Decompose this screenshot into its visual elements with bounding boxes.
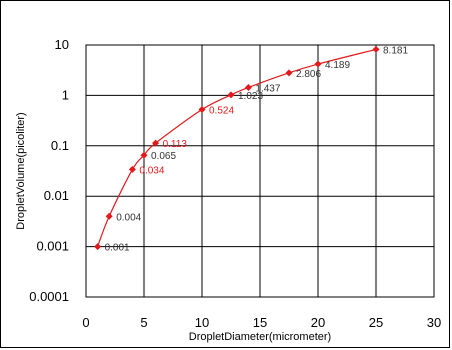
x-tick-label: 0 — [82, 315, 89, 330]
data-label: 0.524 — [209, 106, 234, 117]
data-label: 1.437 — [255, 83, 280, 94]
x-tick-label: 20 — [311, 315, 325, 330]
data-point — [105, 212, 113, 220]
y-tick-label: 1 — [62, 87, 69, 102]
data-point — [244, 83, 252, 91]
data-point — [372, 45, 380, 53]
y-tick-label: 10 — [55, 37, 69, 52]
x-tick-label: 30 — [427, 315, 441, 330]
y-tick-label: 0.01 — [44, 188, 69, 203]
data-point — [128, 165, 136, 173]
data-label: 1.023 — [238, 91, 263, 102]
x-tick-label: 25 — [369, 315, 383, 330]
data-label: 4.189 — [325, 60, 350, 71]
data-label: 8.181 — [383, 45, 408, 56]
data-point — [227, 91, 235, 99]
data-label: 2.806 — [296, 69, 321, 80]
y-tick-labels: 0.0001 0.001 0.01 0.1 1 10 — [29, 37, 69, 304]
y-tick-label: 0.001 — [36, 239, 69, 254]
data-label: 0.065 — [151, 151, 176, 162]
y-tick-label: 0.1 — [51, 138, 69, 153]
x-tick-label: 5 — [140, 315, 147, 330]
data-label: 0.034 — [139, 165, 164, 176]
data-point — [94, 243, 102, 251]
data-point — [140, 151, 148, 159]
grid — [86, 45, 434, 297]
y-tick-label: 0.0001 — [29, 289, 69, 304]
data-label: 0.113 — [163, 139, 188, 150]
y-axis-title: DropletVolume(picoliter) — [15, 112, 27, 229]
x-tick-label: 10 — [195, 315, 209, 330]
series-points — [94, 45, 380, 251]
x-tick-label: 15 — [253, 315, 267, 330]
data-point — [314, 60, 322, 68]
data-label: 0.004 — [116, 212, 141, 223]
data-point — [198, 106, 206, 114]
data-point — [285, 69, 293, 77]
x-axis-title: DropletDiameter(micrometer) — [189, 331, 331, 343]
x-tick-labels: 0 5 10 15 20 25 30 — [82, 315, 441, 330]
data-label: 0.001 — [105, 243, 130, 254]
plot-area — [85, 44, 435, 298]
data-point — [152, 139, 160, 147]
